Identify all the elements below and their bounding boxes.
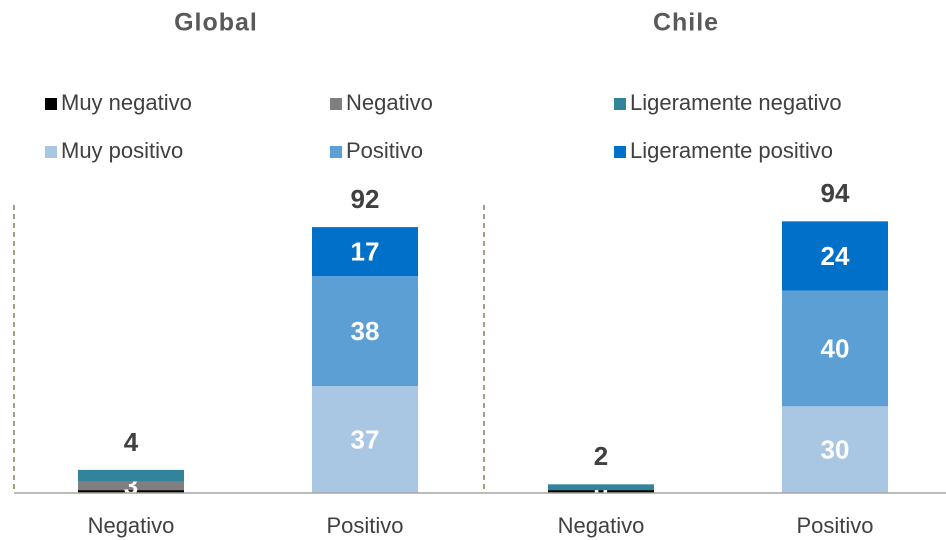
bar-segment [782, 406, 888, 493]
total-label: 4 [124, 427, 139, 457]
legend-swatch [330, 98, 342, 110]
legend-label: Positivo [346, 138, 423, 163]
x-tick-label: Negativo [88, 513, 175, 538]
bar-segment [782, 290, 888, 407]
bar-segment [78, 469, 184, 482]
bar-segment [312, 386, 418, 493]
segment-label: 38 [351, 316, 380, 346]
x-tick-label: Positivo [796, 513, 873, 538]
bar-segment [312, 227, 418, 277]
bar-segment [782, 221, 888, 291]
total-label: 2 [594, 441, 608, 471]
bar-segment [548, 484, 654, 491]
total-label: 92 [351, 184, 380, 214]
bar-segment [78, 490, 184, 493]
legend-label: Negativo [346, 90, 433, 115]
panel-title: Global [174, 9, 258, 37]
total-label: 94 [821, 178, 850, 208]
x-tick-label: Positivo [326, 513, 403, 538]
legend-swatch [614, 146, 626, 158]
segment-label: 37 [351, 424, 380, 454]
segment-label: 17 [351, 237, 380, 267]
legend-swatch [45, 98, 57, 110]
legend-swatch [45, 146, 57, 158]
legend-swatch [614, 98, 626, 110]
legend-label: Muy positivo [61, 138, 183, 163]
bar-segment [312, 276, 418, 387]
legend-swatch [330, 146, 342, 158]
legend-label: Muy negativo [61, 90, 192, 115]
legend-label: Ligeramente negativo [630, 90, 842, 115]
segment-label: 40 [821, 333, 850, 363]
x-tick-label: Negativo [558, 513, 645, 538]
legend-label: Ligeramente positivo [630, 138, 833, 163]
panel-title: Chile [653, 9, 719, 37]
bar-segment [548, 490, 654, 493]
segment-label: 24 [821, 241, 850, 271]
bar-segment [78, 481, 184, 491]
segment-label: 30 [821, 435, 850, 465]
